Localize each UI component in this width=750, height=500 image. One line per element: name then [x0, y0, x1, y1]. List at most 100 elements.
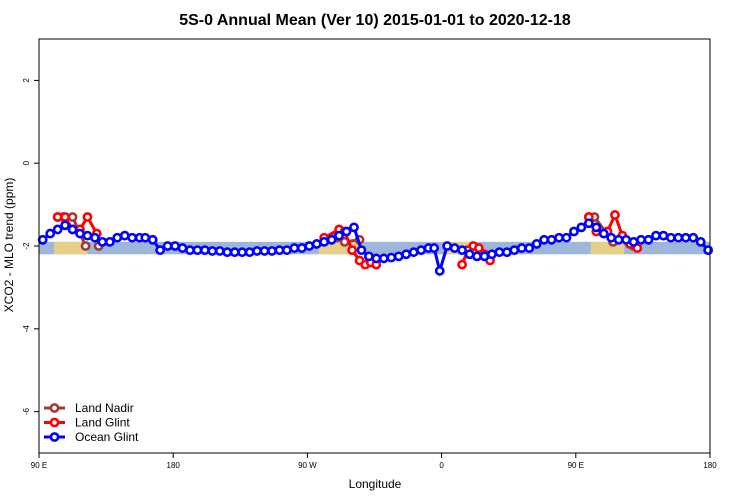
data-point [347, 245, 358, 256]
data-point [531, 239, 542, 249]
data-point [393, 251, 404, 262]
legend-label: Land Glint [75, 416, 130, 430]
legend-swatch-marker [49, 403, 60, 413]
data-point [621, 234, 632, 245]
data-point [207, 246, 218, 256]
x-tick-label: 90 E [568, 461, 584, 470]
data-point [408, 247, 419, 258]
data-point [45, 228, 56, 239]
data-point [237, 247, 248, 258]
axes: 90 E 180 90 W 0 90 E 180 2 0 -2 -4 -6 [22, 38, 717, 470]
data-point [680, 232, 691, 243]
legend-label: Land Nadir [75, 401, 134, 415]
y-tick-label: 0 [22, 160, 31, 165]
data-point [104, 236, 115, 247]
data-point [140, 232, 151, 243]
series-layer [37, 210, 714, 277]
data-point [60, 212, 70, 222]
x-tick-label: 90 E [31, 461, 47, 470]
data-point [546, 234, 557, 245]
data-point [97, 236, 108, 247]
data-point [222, 247, 233, 258]
data-point [177, 243, 188, 253]
data-point [170, 241, 180, 251]
data-point [464, 249, 475, 260]
data-point [429, 243, 440, 253]
data-point [576, 222, 587, 233]
data-point [192, 245, 203, 256]
data-point [52, 212, 63, 222]
data-point [326, 234, 337, 245]
legend-swatch-marker [49, 417, 60, 428]
data-point [267, 246, 277, 256]
data-point [457, 245, 468, 256]
data-point [401, 249, 412, 260]
data-point [341, 226, 352, 237]
data-point [147, 234, 158, 245]
chart-title: 5S-0 Annual Mean (Ver 10) 2015-01-01 to … [179, 12, 571, 29]
y-tick-label: -2 [22, 242, 31, 250]
data-point [244, 247, 255, 258]
data-point [127, 232, 138, 243]
data-point [516, 243, 527, 253]
data-point [274, 245, 285, 256]
data-point [610, 210, 620, 220]
data-point [356, 245, 367, 256]
data-point [319, 236, 330, 247]
data-point [259, 246, 270, 256]
data-point [658, 230, 669, 241]
data-point [457, 259, 468, 270]
data-point [561, 232, 572, 243]
data-point [554, 232, 564, 243]
y-tick-label: -4 [22, 325, 31, 333]
x-tick-label: 180 [167, 461, 181, 470]
data-point [479, 251, 490, 262]
data-point [598, 228, 609, 239]
data-point [673, 232, 684, 243]
data-point [75, 228, 85, 239]
data-point [155, 245, 166, 256]
legend-swatch-marker [49, 432, 60, 442]
data-point [449, 243, 460, 253]
data-point [606, 232, 617, 243]
data-point [473, 243, 484, 253]
data-point [703, 245, 714, 256]
data-point [119, 230, 130, 241]
data-point [349, 222, 359, 233]
data-point [494, 247, 505, 258]
data-point [613, 234, 624, 245]
x-tick-label: 90 W [298, 461, 317, 470]
legend-label: Ocean Glint [75, 430, 139, 444]
data-point [60, 220, 70, 231]
data-point [214, 246, 225, 256]
data-point [364, 251, 374, 262]
data-point [229, 247, 240, 258]
data-point [628, 236, 639, 247]
data-point [289, 243, 300, 253]
data-point [695, 236, 706, 247]
data-point [636, 234, 646, 245]
data-point [80, 241, 91, 251]
data-point [311, 239, 322, 249]
x-axis-label: Longitude [349, 477, 402, 491]
series-ocean-glint [37, 218, 714, 277]
data-point [591, 222, 602, 233]
data-point [442, 241, 453, 251]
x-tick-label: 0 [439, 461, 444, 470]
data-point [296, 243, 307, 253]
y-tick-label: -6 [22, 407, 31, 415]
land-patch [53, 241, 88, 255]
data-point [252, 246, 262, 256]
y-tick-label: 2 [22, 78, 31, 83]
data-point [688, 232, 699, 243]
data-point [82, 230, 93, 241]
data-point [434, 265, 445, 276]
x-tick-label: 180 [703, 461, 717, 470]
data-point [378, 253, 389, 264]
data-point [487, 249, 497, 260]
data-point [67, 224, 78, 235]
data-point [569, 226, 579, 237]
data-point [539, 234, 550, 245]
data-point [52, 224, 63, 235]
